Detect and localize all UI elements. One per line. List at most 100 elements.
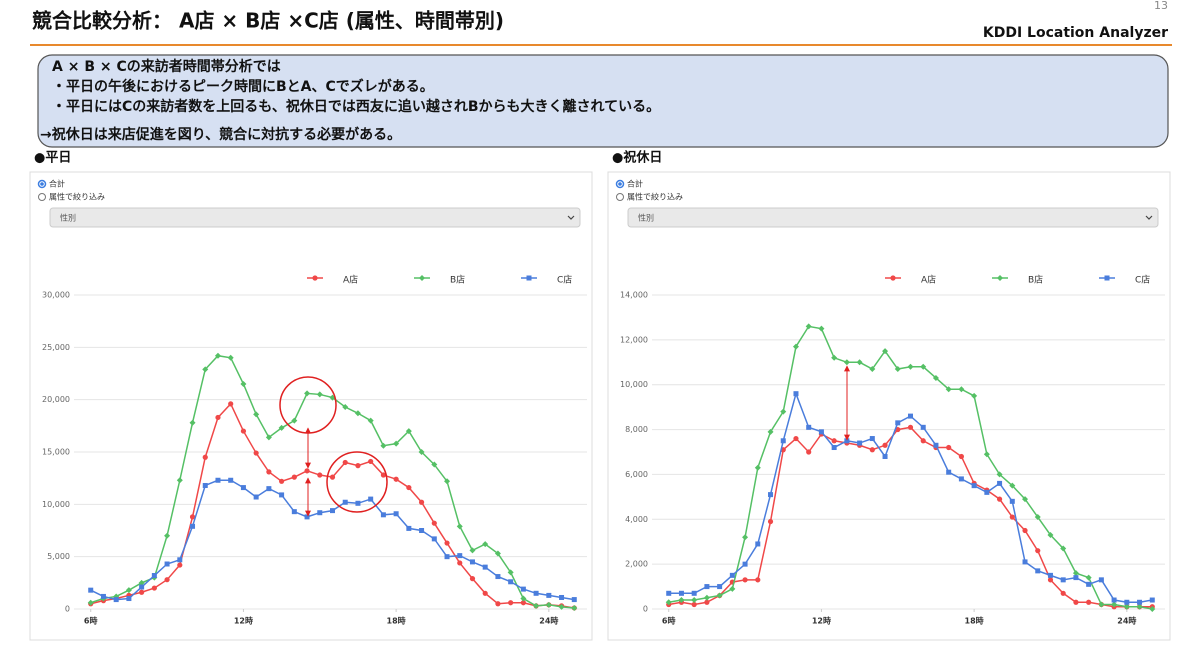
point <box>754 464 761 471</box>
radio-label: 合計 <box>627 179 643 189</box>
radio[interactable] <box>616 193 624 201</box>
point <box>920 438 926 444</box>
point <box>933 442 939 448</box>
point <box>818 325 825 332</box>
select-box[interactable] <box>49 207 581 228</box>
x-tick-label: 24時 <box>1117 616 1136 626</box>
point <box>228 401 234 407</box>
x-tick-label: 18時 <box>387 616 406 626</box>
point <box>176 477 183 484</box>
point <box>971 392 978 399</box>
point <box>317 510 323 516</box>
y-tick-label: 8,000 <box>625 425 648 434</box>
point <box>342 499 348 505</box>
point <box>818 429 824 435</box>
point <box>983 451 990 458</box>
y-tick-label: 10,000 <box>620 380 648 389</box>
point <box>431 520 437 526</box>
point <box>1060 590 1066 596</box>
point <box>202 366 209 373</box>
point <box>1086 581 1092 587</box>
point <box>958 476 964 482</box>
x-tick-label: 6時 <box>662 616 676 626</box>
point <box>1149 606 1156 612</box>
select-box[interactable] <box>627 207 1159 228</box>
point <box>882 348 889 355</box>
point <box>767 518 774 525</box>
point <box>457 560 463 566</box>
point <box>355 500 361 506</box>
section-label: ●祝休日 <box>612 150 662 166</box>
point <box>869 366 876 373</box>
radio-label: 属性で絞り込み <box>627 192 683 202</box>
select-value: 性別 <box>638 213 654 223</box>
callout-line: A × B × Cの来訪者時間帯分析では <box>52 58 281 75</box>
point <box>265 434 272 441</box>
select-chevron <box>567 215 575 220</box>
chart-panel <box>29 171 593 641</box>
point <box>533 602 540 609</box>
point <box>495 601 501 607</box>
point <box>665 599 672 606</box>
point <box>666 590 672 596</box>
point <box>1098 601 1105 608</box>
point <box>240 380 247 387</box>
point <box>1022 559 1028 565</box>
point <box>444 554 450 560</box>
point <box>857 440 863 446</box>
point <box>190 523 196 529</box>
point <box>1047 531 1054 538</box>
point <box>431 536 437 542</box>
point <box>691 590 697 596</box>
point <box>1085 574 1092 581</box>
x-tick-label: 6時 <box>84 616 98 626</box>
radio[interactable] <box>38 193 46 201</box>
point <box>100 593 106 599</box>
select-chevron <box>1145 215 1153 220</box>
point <box>495 574 501 580</box>
point <box>793 391 799 397</box>
point <box>558 603 565 610</box>
y-tick-label: 15,000 <box>42 448 70 457</box>
legend-label: C店 <box>557 274 572 286</box>
point <box>907 424 914 430</box>
point <box>945 386 952 393</box>
point <box>138 579 145 586</box>
point <box>164 561 170 567</box>
point <box>444 540 450 546</box>
point <box>1060 577 1066 583</box>
point <box>717 584 723 590</box>
point <box>1047 577 1054 583</box>
point <box>729 585 736 592</box>
callout-line: ・平日にはCの来訪者数を上回るも、祝休日では西友に追い越されBからも大きく離され… <box>52 98 660 115</box>
point <box>279 492 285 498</box>
radio-label: 合計 <box>49 179 65 189</box>
point <box>704 584 710 590</box>
point <box>806 424 812 430</box>
point <box>996 496 1003 502</box>
point <box>227 354 234 361</box>
point <box>456 523 463 530</box>
y-tick-label: 10,000 <box>42 500 70 509</box>
y-tick-label: 0 <box>643 605 648 614</box>
point <box>907 363 914 370</box>
point <box>1060 545 1067 552</box>
point <box>844 438 850 444</box>
point <box>177 557 183 563</box>
point <box>125 587 132 594</box>
point <box>126 596 132 602</box>
point <box>895 420 901 426</box>
y-tick-label: 20,000 <box>42 395 70 404</box>
point <box>368 496 374 502</box>
point <box>1149 597 1155 603</box>
highlight-circle <box>326 451 388 513</box>
annotations <box>279 365 850 517</box>
point <box>1009 498 1015 504</box>
point <box>755 541 761 547</box>
point <box>1111 601 1118 608</box>
point <box>571 604 578 611</box>
point <box>469 547 476 554</box>
radio-label: 属性で絞り込み <box>49 192 105 202</box>
y-tick-label: 6,000 <box>625 470 648 479</box>
